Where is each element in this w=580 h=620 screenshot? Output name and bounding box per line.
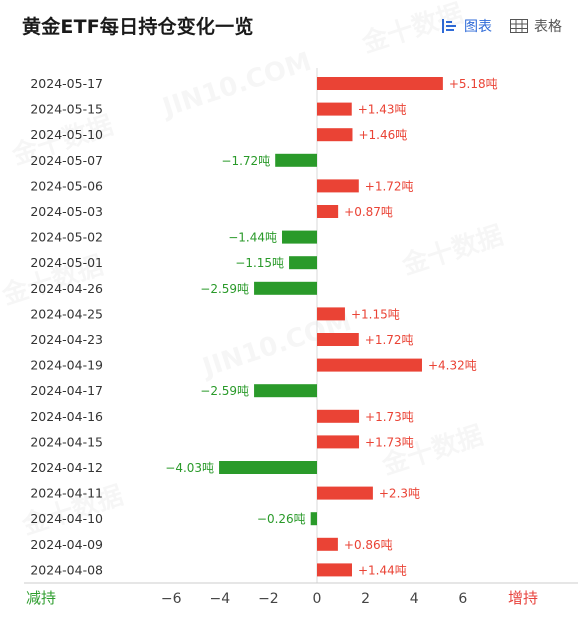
x-tick-label: −4 [209, 591, 230, 607]
table-view-label: 表格 [534, 19, 562, 35]
bar [254, 281, 317, 295]
increase-legend-label: 增持 [508, 589, 539, 607]
chart-header: 黄金ETF每日持仓变化一览 图表 [0, 0, 580, 60]
data-label: −1.72吨 [221, 154, 270, 168]
category-label: 2024-04-16 [30, 409, 103, 424]
category-label: 2024-05-06 [30, 178, 103, 193]
category-label: 2024-05-17 [30, 76, 103, 91]
bar [254, 384, 317, 398]
bar [317, 77, 443, 90]
category-label: 2024-05-10 [30, 127, 103, 142]
data-label: +1.15吨 [351, 307, 400, 321]
data-label: −2.59吨 [200, 384, 249, 398]
data-label: −0.26吨 [257, 512, 306, 526]
page-title: 黄金ETF每日持仓变化一览 [22, 16, 254, 38]
bar [317, 102, 352, 116]
bar [317, 409, 360, 423]
data-label: +1.43吨 [358, 103, 407, 117]
bar [289, 256, 317, 270]
data-label: +1.72吨 [365, 179, 414, 193]
bar [317, 563, 352, 577]
category-label: 2024-04-12 [30, 460, 103, 475]
category-label: 2024-05-02 [30, 230, 103, 245]
category-label: 2024-04-15 [30, 434, 103, 449]
bar [282, 230, 317, 244]
x-tick-label: 2 [361, 591, 370, 607]
data-label: +1.46吨 [358, 128, 407, 142]
data-label: +1.73吨 [365, 435, 414, 449]
chart-view-button[interactable]: 图表 [442, 16, 492, 36]
chart-view-label: 图表 [464, 19, 492, 35]
category-label: 2024-04-23 [30, 332, 103, 347]
category-label: 2024-04-26 [30, 281, 103, 296]
data-label: −1.44吨 [228, 231, 277, 245]
data-label: +1.44吨 [358, 563, 407, 577]
bar [317, 205, 339, 218]
bar [219, 461, 317, 474]
bar [317, 307, 345, 321]
view-toggle: 图表 表格 [442, 16, 562, 36]
data-label: +5.18吨 [449, 77, 498, 91]
data-label: −1.15吨 [235, 256, 284, 270]
data-label: −2.59吨 [200, 282, 249, 296]
category-label: 2024-05-07 [30, 153, 103, 168]
bar [317, 435, 360, 449]
bar [317, 128, 353, 142]
category-label: 2024-04-19 [30, 358, 103, 373]
bar [317, 486, 373, 500]
bar-chart-icon [442, 19, 458, 33]
category-label: 2024-04-08 [30, 562, 103, 577]
bar [275, 153, 317, 167]
table-icon [510, 19, 528, 33]
data-label: +1.72吨 [365, 333, 414, 347]
bar [317, 333, 359, 346]
data-label: −4.03吨 [165, 461, 214, 475]
x-tick-label: 6 [458, 591, 467, 607]
x-tick-label: −2 [258, 591, 279, 607]
category-label: 2024-05-01 [30, 255, 103, 270]
data-label: +0.87吨 [344, 205, 393, 219]
x-tick-label: 0 [313, 591, 322, 607]
table-view-button[interactable]: 表格 [510, 16, 562, 36]
category-label: 2024-04-09 [30, 537, 103, 552]
data-label: +4.32吨 [428, 359, 477, 373]
bar [317, 358, 422, 372]
category-label: 2024-04-25 [30, 306, 103, 321]
data-label: +2.3吨 [379, 487, 420, 501]
category-label: 2024-04-10 [30, 511, 103, 526]
decrease-legend-label: 减持 [26, 589, 57, 607]
holdings-change-bar-chart: 2024-05-17 +5.18吨 2024-05-15 +1.43吨 2024-05-… [24, 68, 578, 607]
x-tick-label: 4 [410, 591, 419, 607]
category-label: 2024-05-03 [30, 204, 103, 219]
bar [317, 179, 359, 193]
category-label: 2024-04-17 [30, 383, 103, 398]
x-tick-label: −6 [161, 591, 182, 607]
bar [317, 537, 338, 551]
category-label: 2024-05-15 [30, 102, 103, 117]
category-label: 2024-04-11 [30, 486, 103, 501]
data-label: +1.73吨 [365, 410, 414, 424]
data-label: +0.86吨 [344, 538, 393, 552]
bar [310, 512, 317, 526]
